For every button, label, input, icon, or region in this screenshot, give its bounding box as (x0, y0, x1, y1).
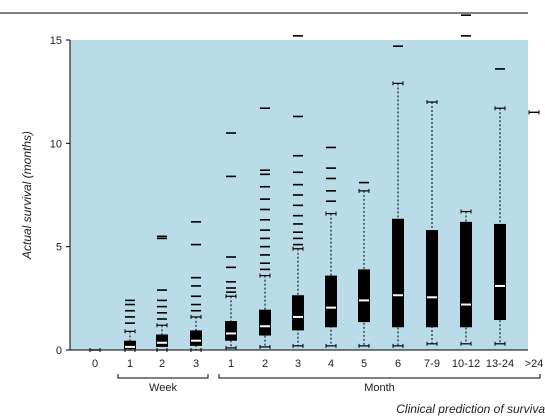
y-tick-label: 15 (50, 35, 62, 47)
x-tick-label: 6 (395, 358, 401, 370)
box-8 (358, 181, 370, 348)
x-axis-label: Clinical prediction of surviva (396, 402, 545, 416)
box-1 (124, 299, 136, 352)
box-2 (156, 235, 168, 352)
iqr-box (259, 309, 271, 336)
box-7 (325, 146, 337, 348)
iqr-box (426, 230, 438, 328)
iqr-box (460, 221, 472, 328)
x-tick-label: 1 (228, 358, 234, 370)
iqr-box (225, 321, 237, 341)
box-9 (392, 45, 404, 348)
iqr-box (392, 218, 404, 328)
iqr-box (358, 269, 370, 323)
group-label: Month (364, 382, 395, 394)
y-tick-label: 0 (56, 345, 62, 357)
group-bracket (117, 374, 209, 379)
x-tick-label: 7-9 (424, 358, 440, 370)
iqr-box (190, 330, 202, 346)
iqr-box (292, 295, 304, 331)
y-tick-label: 5 (56, 242, 62, 254)
x-tick-label: 2 (159, 358, 165, 370)
box-13 (528, 110, 540, 115)
box-6 (292, 35, 304, 348)
x-tick-label: 0 (92, 358, 98, 370)
x-tick-label: 13-24 (486, 358, 514, 370)
box-12 (494, 68, 506, 346)
box-5 (259, 107, 271, 349)
iqr-box (156, 334, 168, 347)
iqr-box (124, 340, 136, 349)
x-tick-label: 4 (328, 358, 334, 370)
iqr-box (494, 223, 506, 321)
x-tick-label: 2 (262, 358, 268, 370)
box-3 (190, 221, 202, 352)
box-11 (460, 14, 472, 346)
group-bracket (218, 374, 541, 379)
x-tick-label: 5 (361, 358, 367, 370)
y-axis-label: Actual survival (months) (20, 131, 34, 260)
box-10 (426, 100, 438, 346)
x-tick-label: 3 (193, 358, 199, 370)
group-label: Week (149, 382, 177, 394)
box-0 (89, 348, 101, 352)
x-tick-label: >24 (525, 358, 544, 370)
box-4 (225, 132, 237, 350)
x-tick-label: 10-12 (452, 358, 480, 370)
iqr-box (325, 275, 337, 328)
y-tick-label: 10 (50, 138, 62, 150)
x-tick-label: 3 (295, 358, 301, 370)
x-tick-label: 1 (127, 358, 133, 370)
